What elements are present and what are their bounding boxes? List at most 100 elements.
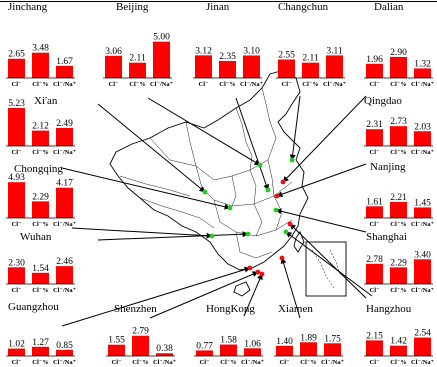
bar-hangzhou-3 (414, 337, 431, 356)
bar-dalian-2 (390, 56, 407, 78)
tick-label-dalian-1: Cl⁻ (370, 81, 380, 88)
value-label-wuhan-2: 1.54 (32, 264, 49, 274)
tick-label-qingdao-2: Cl⁻% (390, 149, 406, 156)
tick-label-hongkong-2: Cl⁻% (220, 359, 236, 366)
map-marker-changchun (289, 157, 295, 163)
tick-label-jinchang-1: Cl⁻ (12, 81, 22, 88)
map-marker-shenzhen (255, 269, 261, 275)
arrow-hangzhou (285, 231, 373, 297)
arrows (61, 95, 373, 327)
arrow-dalian (282, 95, 367, 183)
value-label-dalian-3: 1.32 (414, 59, 431, 69)
value-label-hongkong-2: 1.58 (220, 336, 237, 346)
city-panel-wuhan: Wuhan 2.30 Cl⁻ 1.54 Cl⁻% 2.46 Cl⁻/Na⁺ (6, 231, 76, 294)
bar-beijing-2 (129, 62, 146, 78)
value-label-xi-an-2: 2.12 (32, 122, 49, 132)
value-label-shanghai-1: 2.78 (366, 255, 383, 265)
value-label-chongqing-2: 2.29 (32, 192, 49, 202)
bar-changchun-3 (326, 55, 343, 78)
value-label-shanghai-3: 3.40 (414, 250, 431, 260)
value-label-shenzhen-3: 0.38 (156, 344, 173, 354)
tick-label-nanjing-2: Cl⁻% (390, 221, 406, 228)
value-label-nanjing-1: 1.61 (366, 197, 383, 207)
tick-label-xi-an-1: Cl⁻ (12, 149, 22, 156)
city-panel-xiamen: Xiamen 1.40 Cl⁻ 1.89 Cl⁻% 1.75 Cl⁻/Na⁺ (274, 303, 344, 366)
value-label-beijing-2: 2.11 (129, 54, 146, 64)
tick-label-nanjing-3: Cl⁻/Na⁺ (411, 221, 434, 228)
tick-label-shenzhen-3: Cl⁻/Na⁺ (153, 359, 176, 366)
china-map (109, 69, 347, 297)
bar-xiamen-1 (276, 345, 293, 356)
bar-guangzhou-1 (8, 348, 25, 356)
tick-label-shanghai-2: Cl⁻% (390, 287, 406, 294)
value-label-guangzhou-3: 0.85 (56, 341, 73, 351)
value-label-jinan-2: 2.35 (219, 52, 236, 62)
value-label-beijing-1: 3.06 (105, 47, 122, 57)
map-marker-shanghai (287, 221, 293, 227)
tick-label-chongqing-3: Cl⁻/Na⁺ (53, 221, 76, 228)
bar-beijing-3 (153, 41, 170, 78)
value-label-wuhan-3: 2.46 (56, 257, 73, 267)
city-panel-guangzhou: Guangzhou 1.02 Cl⁻ 1.27 Cl⁻% 0.85 Cl⁻/Na⁺ (6, 301, 76, 366)
tick-label-shenzhen-1: Cl⁻ (112, 359, 122, 366)
tick-label-hongkong-3: Cl⁻/Na⁺ (241, 359, 264, 366)
tick-label-jinan-3: Cl⁻/Na⁺ (240, 81, 263, 88)
value-label-hongkong-1: 0.77 (196, 341, 213, 351)
value-label-jinan-1: 3.12 (195, 46, 212, 56)
tick-label-jinan-1: Cl⁻ (199, 81, 209, 88)
map-marker-jinan (265, 187, 271, 193)
tick-label-wuhan-2: Cl⁻% (32, 287, 48, 294)
city-bar-panels: Jinchang2.65Cl⁻3.48Cl⁻%1.67Cl⁻/Na⁺Beijin… (6, 1, 434, 366)
tick-label-beijing-1: Cl⁻ (109, 81, 119, 88)
city-name-xi-an: Xi'an (34, 95, 58, 107)
arrow-chongqing (71, 227, 213, 239)
city-name-xiamen: Xiamen (278, 303, 313, 315)
arrow-xiamen (280, 257, 301, 319)
value-label-guangzhou-1: 1.02 (8, 340, 25, 350)
value-label-shenzhen-1: 1.55 (108, 336, 125, 346)
bar-xiamen-3 (324, 343, 341, 356)
bar-hongkong-1 (196, 350, 213, 356)
bar-wuhan-2 (32, 272, 49, 284)
bar-jinchang-2 (32, 52, 49, 78)
arrow-shanghai (289, 223, 367, 299)
map-marker-jinchang (202, 189, 208, 195)
bar-hangzhou-2 (390, 345, 407, 356)
bar-guangzhou-3 (56, 349, 73, 356)
tick-label-guangzhou-1: Cl⁻ (12, 359, 22, 366)
value-label-hangzhou-2: 1.42 (390, 337, 407, 347)
map-marker-hangzhou (283, 229, 289, 235)
tick-label-qingdao-1: Cl⁻ (370, 149, 380, 156)
value-label-xiamen-3: 1.75 (324, 334, 341, 344)
arrow-beijing (147, 97, 261, 166)
hainan-island (233, 281, 251, 297)
value-label-dalian-1: 1.96 (366, 55, 383, 65)
tick-label-guangzhou-2: Cl⁻% (32, 359, 48, 366)
city-panel-dalian: Dalian 1.96 Cl⁻ 2.90 Cl⁻% 1.32 Cl⁻/Na⁺ (364, 1, 434, 88)
tick-label-changchun-3: Cl⁻/Na⁺ (323, 81, 346, 88)
city-panel-xi-an: Xi'an 5.23 Cl⁻ 2.12 Cl⁻% 2.49 Cl⁻/Na⁺ (6, 95, 76, 156)
bar-shanghai-3 (414, 259, 431, 284)
city-name-hongkong: HongKong (206, 303, 255, 315)
arrow-changchun (289, 95, 301, 161)
arrow-xi-an (61, 167, 231, 210)
city-panel-shanghai: Shanghai 2.78 Cl⁻ 2.29 Cl⁻% 3.40 Cl⁻/Na⁺ (364, 231, 434, 294)
tick-label-hangzhou-2: Cl⁻% (390, 359, 406, 366)
tick-label-shanghai-1: Cl⁻ (370, 287, 380, 294)
bar-jinchang-3 (56, 65, 73, 78)
city-name-dalian: Dalian (374, 1, 404, 13)
tick-label-wuhan-3: Cl⁻/Na⁺ (53, 287, 76, 294)
bar-xi-an-1 (8, 108, 25, 146)
value-label-nanjing-3: 1.45 (414, 198, 431, 208)
map-marker-chongqing (209, 233, 215, 239)
city-panel-hangzhou: Hangzhou 2.15 Cl⁻ 1.42 Cl⁻% 2.54 Cl⁻/Na⁺ (364, 303, 434, 366)
tick-label-xi-an-2: Cl⁻% (32, 149, 48, 156)
bar-shanghai-1 (366, 263, 383, 284)
value-label-jinchang-2: 3.48 (32, 44, 49, 54)
map-marker-beijing (257, 162, 263, 168)
value-label-shenzhen-2: 2.79 (132, 327, 149, 337)
bar-wuhan-1 (8, 267, 25, 284)
bar-hongkong-3 (244, 348, 261, 356)
city-name-jinchang: Jinchang (8, 1, 48, 13)
